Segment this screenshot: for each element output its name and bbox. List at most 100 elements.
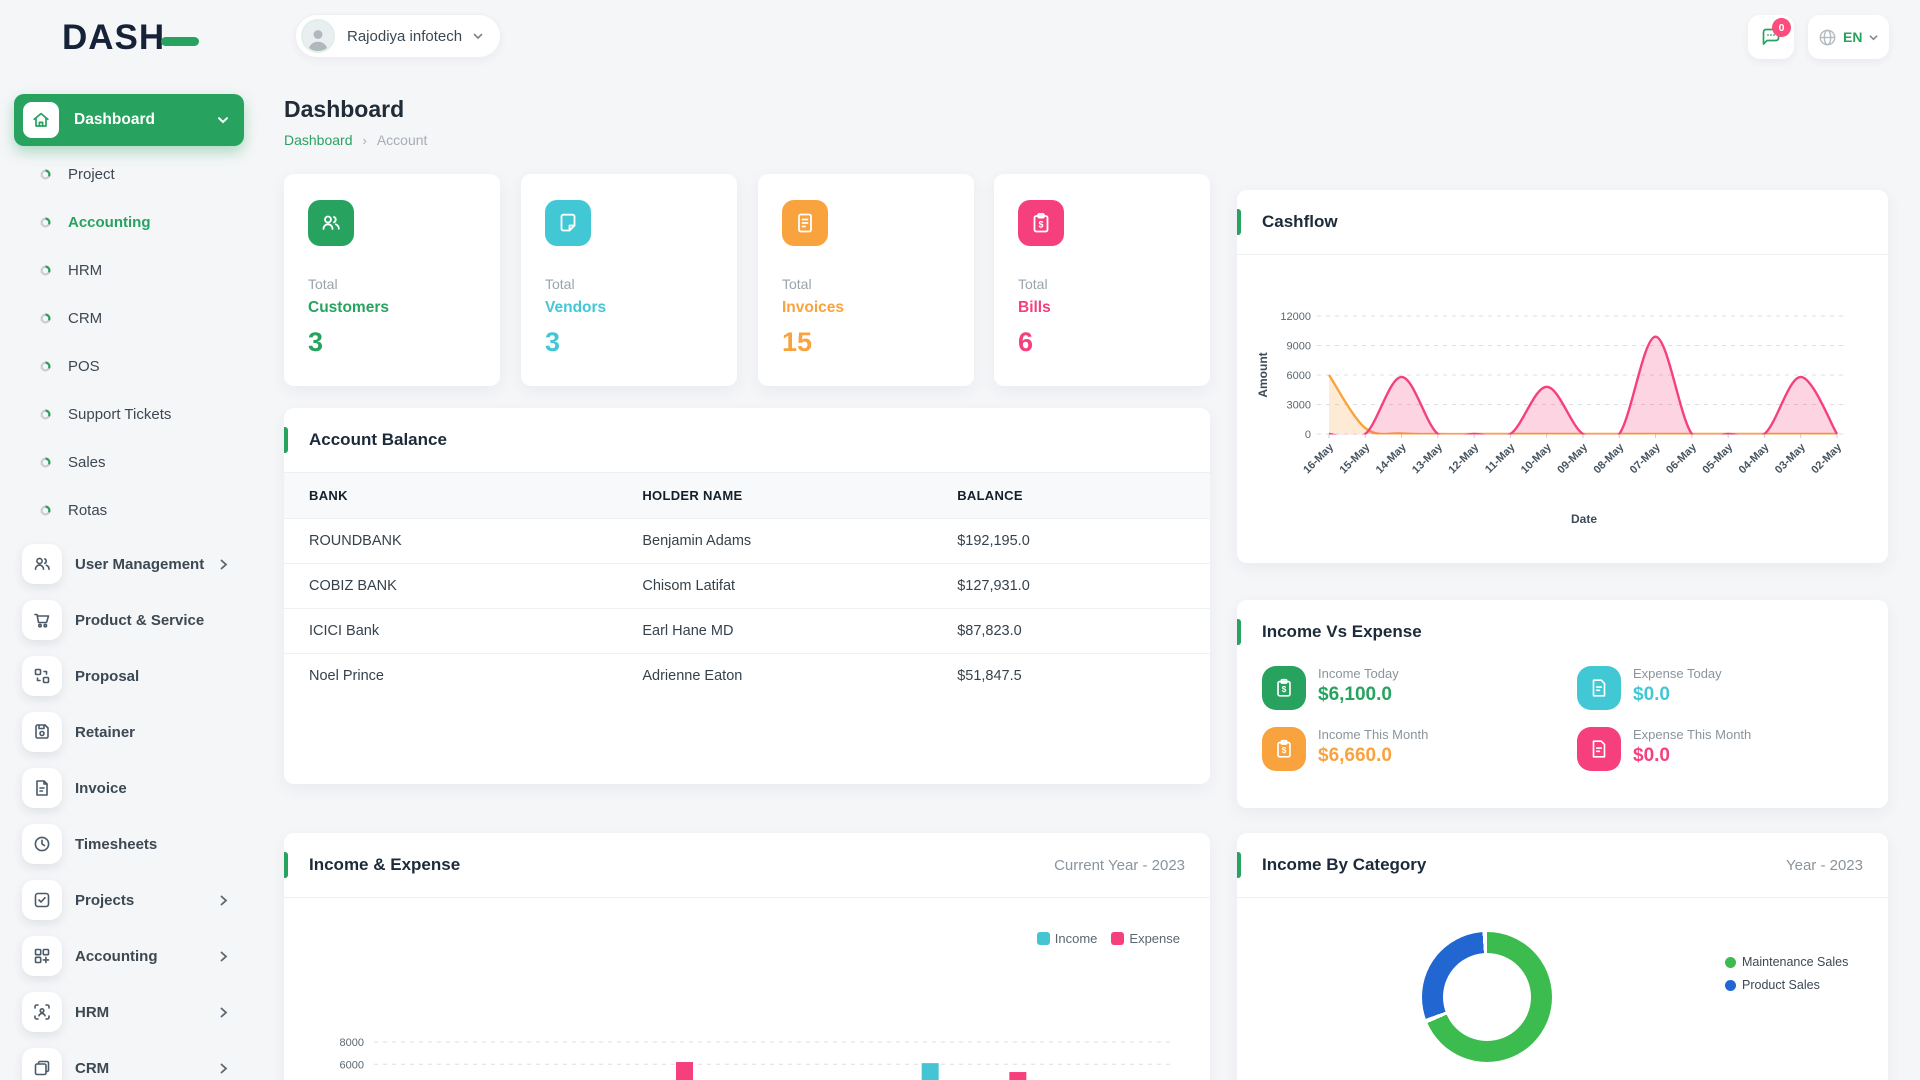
notifications-button[interactable]: 0 (1748, 15, 1794, 59)
cashflow-chart: 0 3000 6000 9000 12000 16-May 15-May 14-May 13-M… (1256, 311, 1845, 526)
blocks-arrows-icon (22, 656, 62, 696)
invoice-icon (782, 200, 828, 246)
panel-accent (1237, 852, 1241, 878)
stat-prefix: Total (308, 276, 338, 292)
note-icon (545, 200, 591, 246)
avatar (301, 19, 335, 53)
sidebar-item-invoice[interactable]: Invoice (0, 760, 270, 816)
ive-value: $6,100.0 (1318, 684, 1392, 705)
globe-icon (1819, 29, 1836, 45)
sidebar-item-label: Invoice (75, 779, 127, 797)
svg-text:14-May: 14-May (1374, 441, 1409, 476)
app-logo[interactable]: DASH (62, 18, 200, 58)
svg-text:Date: Date (1571, 512, 1597, 526)
panel-accent (284, 852, 288, 878)
cell-balance: $127,931.0 (932, 563, 1210, 609)
chevron-down-icon (473, 33, 483, 40)
sidebar-item-hrm-menu[interactable]: HRM (0, 984, 270, 1040)
cashflow-panel: Cashflow 0 3000 6000 9000 12000 16-May 15-May 1… (1237, 190, 1888, 563)
income-expense-chart: 02000400060008000 (340, 1037, 1174, 1080)
scan-user-icon (22, 992, 62, 1032)
panel-title: Account Balance (309, 430, 447, 449)
income-vs-expense-panel: Income Vs Expense $ Income Today $6,100.… (1237, 600, 1888, 808)
sidebar-item-hrm[interactable]: HRM (14, 246, 244, 294)
svg-text:9000: 9000 (1287, 341, 1311, 353)
sidebar-item-product-service[interactable]: Product & Service (0, 592, 270, 648)
cell-holder: Earl Hane MD (617, 608, 933, 654)
cell-bank: COBIZ BANK (284, 563, 618, 609)
clipboard-dollar-icon: $ (1262, 666, 1306, 710)
cell-balance: $51,847.5 (932, 653, 1210, 698)
income-expense-panel: Income & Expense Current Year - 2023 Inc… (284, 833, 1210, 1080)
column-header-balance[interactable]: BALANCE (932, 473, 1210, 519)
bullet-icon (40, 168, 51, 180)
sidebar-item-dashboard[interactable]: Dashboard (14, 94, 244, 146)
bill-clipboard-icon: $ (1018, 200, 1064, 246)
income-category-donut (1422, 932, 1552, 1062)
sidebar-item-label: Project (68, 165, 115, 183)
sidebar-item-retainer[interactable]: Retainer (0, 704, 270, 760)
sidebar-item-crm-menu[interactable]: CRM (0, 1040, 270, 1080)
expense-today-item: Expense Today $0.0 (1577, 666, 1722, 710)
sidebar-item-sales[interactable]: Sales (14, 438, 244, 486)
legend-expense: Expense (1111, 931, 1180, 946)
stat-value: 3 (545, 327, 561, 357)
sidebar-item-label: Timesheets (75, 835, 158, 853)
stat-label: Vendors (545, 299, 607, 316)
sidebar-item-crm[interactable]: CRM (14, 294, 244, 342)
legend-label: Maintenance Sales (1742, 955, 1849, 969)
sidebar-item-rotas[interactable]: Rotas (14, 486, 244, 534)
sidebar-item-label: User Management (75, 555, 205, 573)
cell-holder: Adrienne Eaton (617, 653, 933, 698)
sidebar-item-label: Product & Service (75, 611, 205, 629)
breadcrumb-dashboard-link[interactable]: Dashboard (284, 132, 353, 148)
page-title: Dashboard (284, 96, 405, 122)
expense-swatch (1111, 932, 1125, 945)
sidebar-item-label: POS (68, 357, 100, 375)
svg-text:0: 0 (1305, 429, 1311, 441)
chevron-right-icon (220, 1063, 228, 1073)
svg-text:02-May: 02-May (1809, 441, 1844, 476)
svg-text:12-May: 12-May (1446, 441, 1481, 476)
company-selector[interactable]: Rajodiya infotech (295, 14, 502, 58)
sidebar-item-project[interactable]: Project (14, 150, 244, 198)
bullet-icon (40, 456, 51, 468)
svg-text:05-May: 05-May (1700, 441, 1735, 476)
panel-accent (1237, 619, 1241, 645)
logo-text: DASH (62, 18, 166, 57)
divider (1237, 897, 1888, 898)
ive-label: Income Today (1318, 666, 1399, 681)
sidebar-item-label: Proposal (75, 667, 140, 685)
sidebar-item-accounting-menu[interactable]: Accounting (0, 928, 270, 984)
column-header-holder[interactable]: HOLDER NAME (617, 473, 933, 519)
sidebar-item-user-management[interactable]: User Management (0, 536, 270, 592)
sidebar-item-proposal[interactable]: Proposal (0, 648, 270, 704)
stat-prefix: Total (1018, 276, 1048, 292)
language-selector[interactable]: EN (1808, 15, 1890, 59)
svg-text:07-May: 07-May (1628, 441, 1663, 476)
sidebar-item-timesheets[interactable]: Timesheets (0, 816, 270, 872)
save-icon (22, 712, 62, 752)
sidebar-item-accounting[interactable]: Accounting (14, 198, 244, 246)
ive-label: Expense Today (1633, 666, 1722, 681)
stat-label: Bills (1018, 299, 1051, 316)
sidebar-item-label: HRM (68, 261, 103, 279)
income-today-item: $ Income Today $6,100.0 (1262, 666, 1399, 710)
panel-title: Cashflow (1262, 212, 1338, 231)
donut-hole (1443, 953, 1531, 1041)
legend-label: Expense (1129, 931, 1180, 946)
sidebar-item-label: Projects (75, 891, 135, 909)
sidebar-item-pos[interactable]: POS (14, 342, 244, 390)
bar-chart-legend: Income Expense (1036, 931, 1180, 946)
bullet-icon (40, 216, 51, 228)
sidebar-item-projects[interactable]: Projects (0, 872, 270, 928)
income-swatch (1036, 932, 1050, 945)
users-icon (22, 544, 62, 584)
table-header-row: BANK HOLDER NAME BALANCE (284, 473, 1210, 519)
svg-text:09-May: 09-May (1555, 441, 1590, 476)
panel-accent (284, 427, 288, 453)
product-sales-swatch (1725, 979, 1736, 991)
svg-text:12000: 12000 (1280, 311, 1311, 323)
sidebar-item-support-tickets[interactable]: Support Tickets (14, 390, 244, 438)
column-header-bank[interactable]: BANK (284, 473, 618, 519)
